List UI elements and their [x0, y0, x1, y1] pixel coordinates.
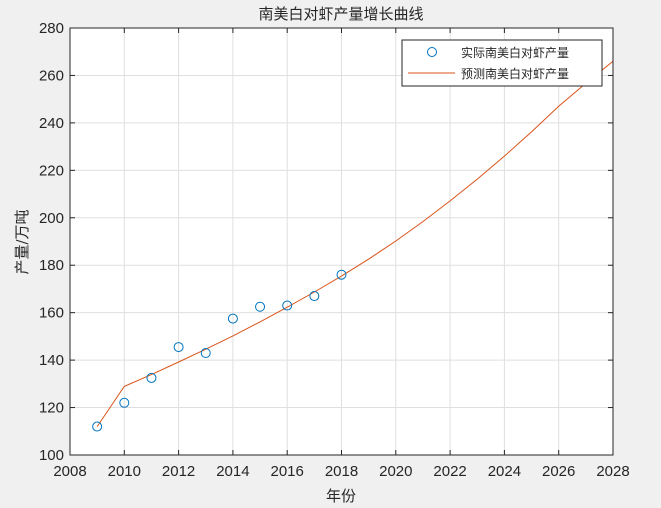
- y-tick-label: 100: [39, 447, 64, 464]
- actual-data-point: [173, 342, 184, 353]
- y-tick-label: 180: [39, 257, 64, 274]
- x-tick-label: 2018: [325, 463, 358, 480]
- legend-box: [401, 39, 603, 87]
- x-axis-label: 年份: [326, 487, 356, 505]
- actual-data-point: [92, 421, 103, 432]
- actual-data-point: [200, 347, 211, 358]
- x-tick-label: 2012: [162, 463, 195, 480]
- actual-data-point: [309, 291, 320, 302]
- x-tick-label: 2008: [53, 463, 86, 480]
- y-tick-label: 200: [39, 210, 64, 227]
- x-tick-label: 2014: [216, 463, 249, 480]
- chart-title: 南美白对虾产量增长曲线: [258, 5, 423, 23]
- y-axis-label: 产量/万吨: [13, 209, 31, 274]
- actual-data-point: [119, 397, 130, 408]
- x-tick-label: 2016: [271, 463, 304, 480]
- x-tick-label: 2028: [596, 463, 629, 480]
- series: [92, 60, 614, 432]
- y-tick-label: 280: [39, 20, 64, 37]
- axes-box: [69, 27, 614, 456]
- legend: 实际南美白对虾产量 预测南美白对虾产量: [401, 39, 603, 87]
- actual-data-point: [255, 301, 266, 312]
- legend-label-actual: 实际南美白对虾产量: [461, 45, 569, 60]
- x-tick-label: 2020: [379, 463, 412, 480]
- y-tick-label: 260: [39, 67, 64, 84]
- y-tick-label: 160: [39, 305, 64, 322]
- y-tick-label: 120: [39, 400, 64, 417]
- actual-data-point: [336, 269, 347, 280]
- x-tick-label: 2026: [542, 463, 575, 480]
- actual-data-point: [227, 313, 238, 324]
- actual-data-point: [282, 300, 293, 311]
- x-tick-label: 2010: [108, 463, 141, 480]
- legend-label-predicted: 预测南美白对虾产量: [461, 66, 569, 81]
- x-tick-label: 2024: [488, 463, 521, 480]
- y-tick-label: 220: [39, 162, 64, 179]
- actual-data-point: [146, 372, 157, 383]
- y-tick-labels: 100 120 140 160 180 200 220 240 260 280: [39, 20, 64, 464]
- legend-marker-actual: [427, 47, 437, 57]
- y-tick-label: 240: [39, 115, 64, 132]
- y-tick-label: 140: [39, 352, 64, 369]
- x-tick-labels: 2008 2010 2012 2014 2016 2018 2020 2022 2024 2026…: [53, 463, 629, 480]
- predicted-line: [96, 60, 614, 427]
- x-tick-label: 2022: [433, 463, 466, 480]
